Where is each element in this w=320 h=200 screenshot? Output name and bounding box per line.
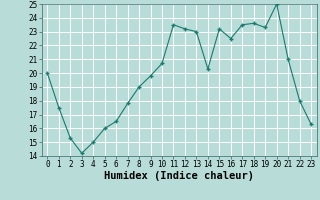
X-axis label: Humidex (Indice chaleur): Humidex (Indice chaleur) bbox=[104, 171, 254, 181]
